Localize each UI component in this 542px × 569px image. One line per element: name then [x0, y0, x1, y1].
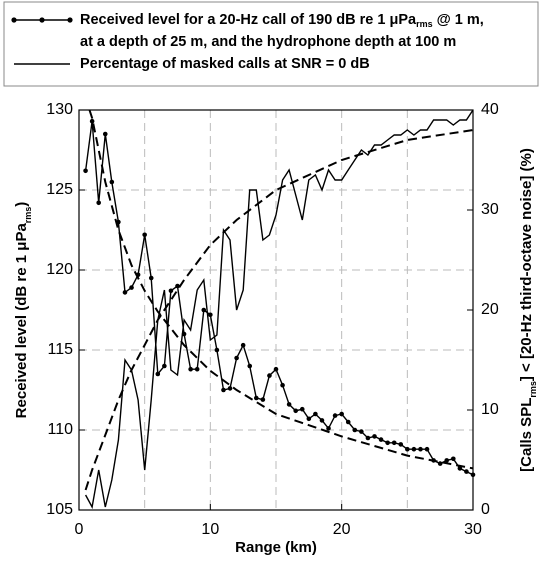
legend-label-part: rms [416, 19, 433, 29]
series-marker [464, 469, 469, 474]
x-axis-label: Range (km) [235, 539, 317, 556]
series-marker [385, 440, 390, 446]
y-tick-label: 115 [47, 341, 73, 358]
series-marker [168, 288, 174, 294]
series-marker [326, 426, 331, 431]
series-marker [201, 307, 207, 313]
x-tick-label: 20 [333, 521, 351, 538]
legend-label-part: Percentage of masked calls at SNR = 0 dB [80, 56, 370, 72]
y-tick-label: 120 [46, 261, 73, 278]
legend-label: at a depth of 25 m, and the hydrophone d… [80, 34, 456, 50]
y2-axis-label-part: ] < [20-Hz third-octave noise] (%) [518, 148, 535, 381]
series-marker [352, 427, 358, 433]
series-marker [444, 458, 450, 463]
series-marker [162, 363, 167, 369]
series-marker [208, 312, 213, 318]
series-marker [299, 406, 305, 412]
series-marker [247, 363, 253, 369]
y2-axis-label-part: rms [528, 381, 538, 398]
series-marker [372, 434, 377, 439]
x-tick-label: 10 [201, 521, 219, 538]
series-marker [332, 413, 338, 418]
y2-tick-label: 20 [481, 301, 499, 318]
legend-label-part: @ 1 m, [433, 12, 484, 28]
series-marker [234, 355, 239, 361]
y-tick-label: 125 [46, 181, 73, 198]
legend-label-part: Received level for a 20-Hz call of 190 d… [80, 12, 417, 28]
series-marker [188, 366, 193, 372]
series-marker [273, 366, 279, 372]
y2-tick-label: 30 [481, 201, 499, 218]
series-marker [365, 435, 371, 441]
series-marker [398, 442, 404, 447]
series-marker [451, 456, 456, 462]
legend-marker [67, 17, 73, 23]
series-marker [221, 387, 226, 393]
series-marker [142, 232, 147, 238]
y-tick-label: 105 [46, 501, 73, 518]
series-marker [89, 118, 95, 124]
series-marker [194, 366, 200, 372]
y2-tick-label: 0 [481, 501, 490, 518]
y-axis-label: Received level (dB re 1 μParms) [13, 202, 33, 419]
legend-marker [11, 17, 17, 23]
series-marker [391, 440, 397, 446]
y-tick-label: 130 [46, 101, 73, 118]
series-marker [359, 429, 364, 434]
series-marker [345, 419, 351, 425]
series-line [84, 121, 474, 476]
series-marker [411, 446, 417, 452]
x-tick-label: 0 [75, 521, 84, 538]
series-marker [424, 446, 430, 452]
series-marker [267, 373, 272, 378]
series-marker [175, 283, 180, 289]
series-marker [457, 466, 463, 471]
fit-curve [88, 109, 474, 470]
series-marker [260, 397, 266, 402]
series-marker [286, 402, 292, 407]
series-marker [418, 446, 423, 452]
series-marker [437, 461, 443, 466]
fit-curve [84, 129, 474, 491]
y2-tick-label: 10 [481, 401, 499, 418]
series-marker [293, 408, 299, 414]
y2-axis-label-part: [Calls SPL [518, 398, 535, 472]
series-marker [83, 168, 88, 174]
y-tick-label: 110 [47, 421, 73, 438]
series-marker [339, 411, 344, 417]
legend-label: Received level for a 20-Hz call of 190 d… [80, 12, 484, 30]
series-marker [129, 285, 134, 290]
series-marker [109, 179, 115, 185]
series-marker [378, 437, 384, 442]
series-marker [405, 446, 410, 452]
x-tick-label: 30 [464, 521, 482, 538]
series-marker [253, 395, 259, 401]
series-marker [227, 386, 233, 391]
y-axis-label-part: Received level (dB re 1 μPa [13, 223, 30, 419]
series-marker [306, 416, 312, 422]
series-line [84, 109, 474, 510]
series-marker [280, 382, 285, 388]
series-marker [240, 342, 246, 348]
series-marker [470, 472, 476, 478]
y-axis-label-part: ) [13, 202, 30, 207]
legend-marker [39, 17, 45, 23]
series-marker [148, 275, 154, 281]
series-marker [313, 411, 318, 417]
legend-label: Percentage of masked calls at SNR = 0 dB [80, 56, 370, 72]
series-marker [96, 200, 101, 206]
series-marker [122, 290, 128, 295]
series-marker [102, 131, 108, 137]
y2-tick-label: 40 [481, 101, 499, 118]
x-axis-label-part: Range (km) [235, 539, 317, 556]
series-marker [155, 371, 161, 377]
legend-label-part: at a depth of 25 m, and the hydrophone d… [80, 34, 456, 50]
series-marker [214, 347, 220, 353]
series-marker [319, 418, 325, 423]
y2-axis-label: [Calls SPLrms] < [20-Hz third-octave noi… [518, 148, 538, 472]
y-axis-label-part: rms [23, 207, 33, 224]
legend-box [3, 1, 539, 87]
